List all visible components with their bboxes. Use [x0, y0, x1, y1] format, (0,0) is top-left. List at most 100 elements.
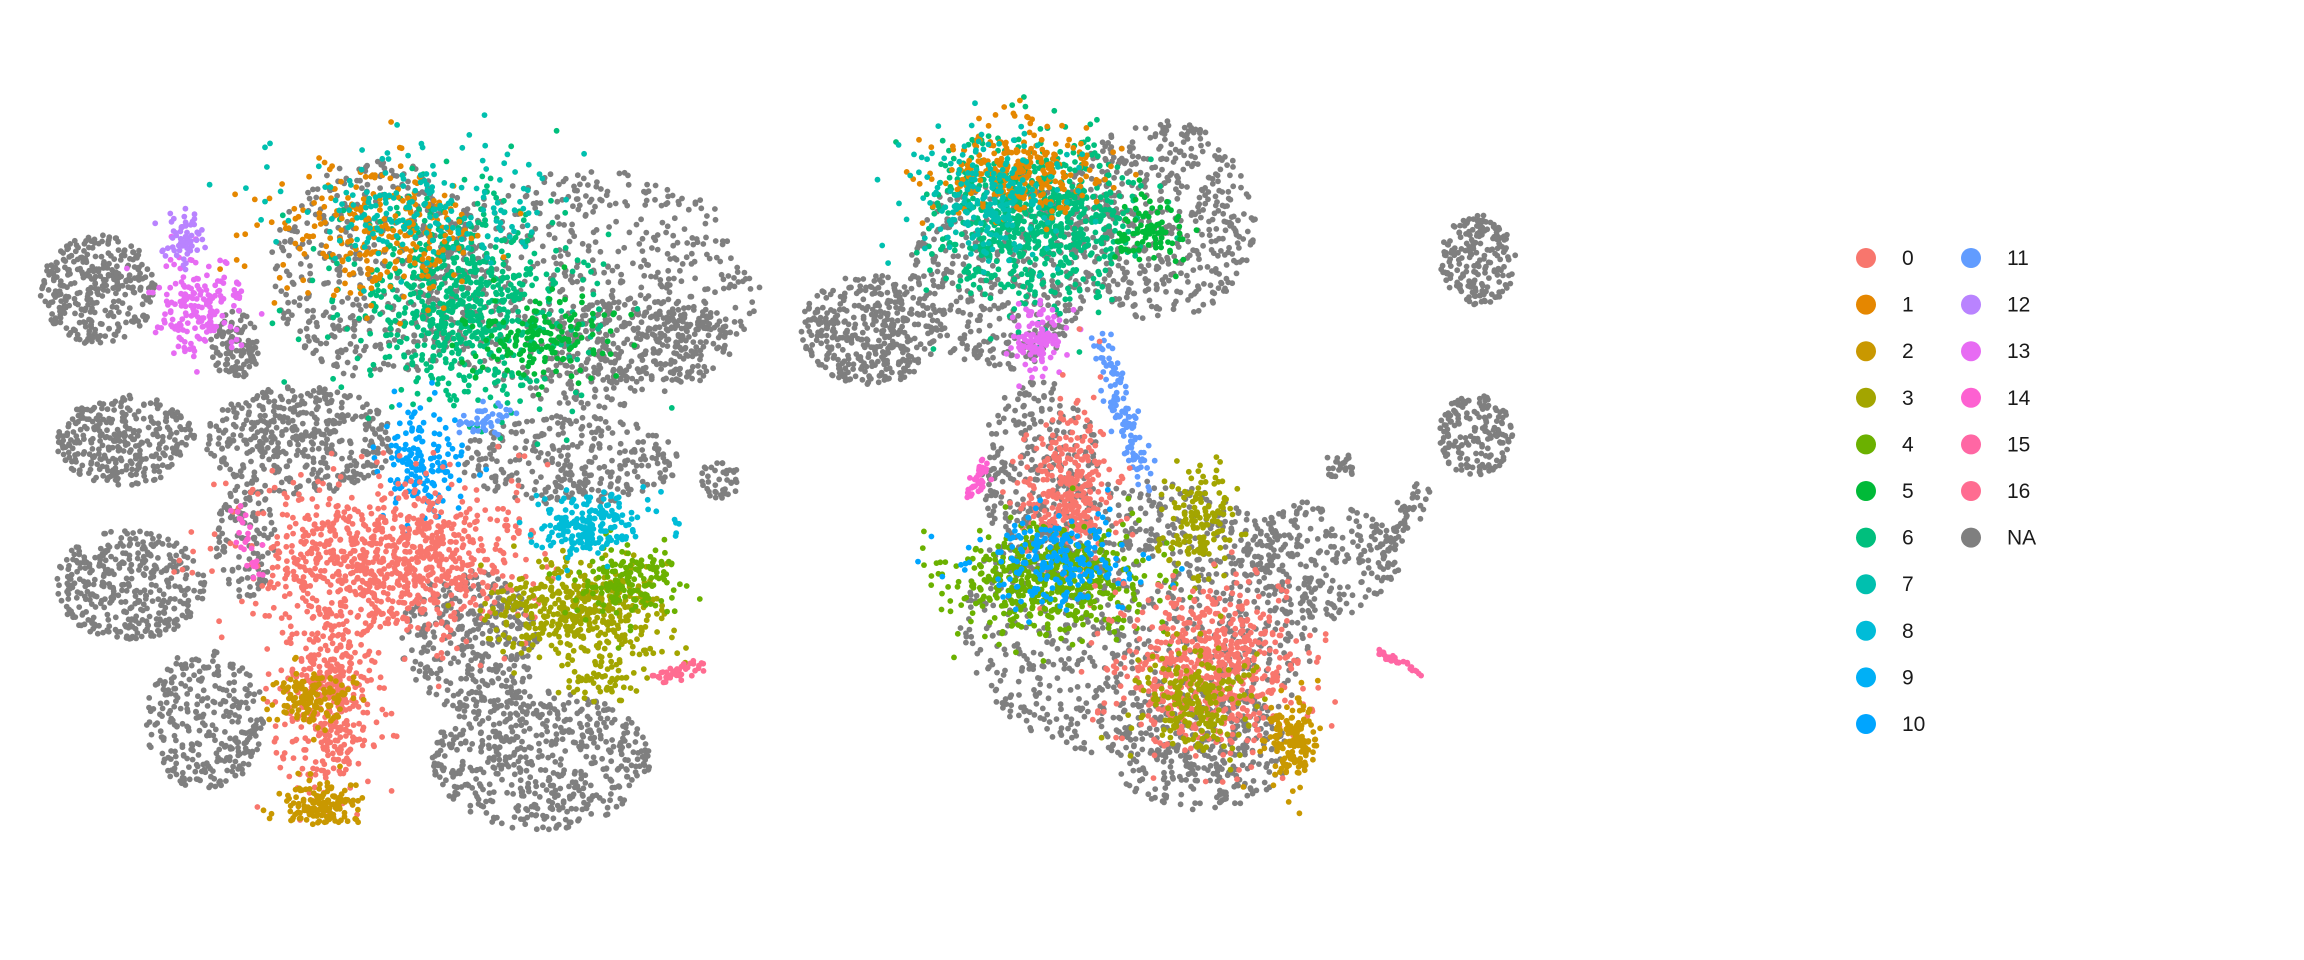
point-cluster-NA [675, 198, 682, 205]
point-cluster-NA [226, 692, 233, 699]
point-cluster-NA [112, 614, 119, 621]
point-cluster-6 [531, 250, 538, 257]
point-cluster-NA [463, 695, 469, 702]
point-cluster-NA [589, 429, 595, 436]
point-cluster-NA [473, 449, 480, 456]
point-cluster-NA [511, 771, 518, 778]
point-cluster-NA [490, 789, 497, 795]
point-cluster-NA [712, 238, 719, 244]
point-cluster-NA [80, 274, 87, 281]
point-cluster-NA [571, 770, 578, 777]
point-cluster-NA [41, 277, 47, 284]
point-cluster-NA [369, 426, 376, 432]
point-cluster-NA [622, 458, 628, 465]
point-cluster-NA [308, 410, 315, 417]
point-cluster-NA [135, 318, 142, 325]
point-cluster-NA [111, 407, 117, 413]
point-cluster-NA [549, 738, 555, 745]
point-cluster-NA [219, 407, 226, 413]
point-cluster-NA [663, 229, 669, 236]
point-cluster-NA [642, 351, 649, 357]
point-cluster-NA [517, 704, 524, 711]
point-cluster-NA [522, 445, 528, 452]
point-cluster-NA [89, 567, 95, 574]
point-cluster-NA [122, 622, 128, 628]
point-cluster-NA [465, 782, 472, 789]
point-cluster-NA [592, 203, 598, 210]
point-cluster-NA [533, 385, 539, 391]
point-cluster-NA [220, 429, 227, 436]
point-cluster-NA [86, 451, 93, 458]
point-cluster-NA [641, 257, 647, 264]
point-cluster-NA [732, 488, 739, 495]
point-cluster-NA [195, 714, 202, 721]
point-cluster-NA [703, 234, 709, 241]
point-cluster-NA [141, 473, 148, 479]
point-cluster-NA [174, 655, 181, 661]
point-cluster-NA [243, 313, 250, 320]
point-cluster-NA [347, 440, 354, 447]
point-cluster-NA [318, 356, 325, 362]
point-cluster-NA [119, 414, 126, 421]
point-cluster-6 [409, 274, 416, 281]
point-cluster-NA [136, 428, 143, 434]
point-cluster-NA [195, 657, 202, 664]
point-cluster-6 [425, 292, 431, 299]
point-cluster-NA [664, 200, 671, 206]
point-cluster-NA [551, 272, 557, 279]
point-cluster-NA [165, 583, 172, 590]
point-cluster-NA [625, 716, 632, 722]
point-cluster-NA [722, 490, 729, 497]
point-cluster-NA [184, 691, 191, 697]
point-cluster-NA [487, 628, 493, 635]
point-cluster-NA [230, 432, 237, 438]
point-cluster-NA [244, 358, 251, 364]
point-cluster-NA [451, 783, 458, 790]
point-cluster-NA [498, 820, 505, 827]
point-cluster-NA [285, 308, 292, 315]
point-cluster-NA [134, 432, 141, 439]
point-cluster-NA [172, 583, 179, 589]
point-cluster-NA [566, 238, 573, 245]
point-cluster-NA [172, 685, 179, 692]
point-cluster-NA [127, 541, 134, 547]
point-cluster-NA [156, 587, 163, 594]
point-cluster-NA [660, 478, 667, 485]
point-cluster-NA [94, 289, 101, 296]
point-cluster-NA [603, 724, 609, 730]
point-cluster-NA [251, 357, 257, 364]
point-cluster-NA [241, 323, 248, 330]
point-cluster-NA [66, 254, 73, 260]
point-cluster-NA [602, 419, 609, 425]
point-cluster-NA [517, 754, 524, 761]
point-cluster-NA [106, 415, 112, 422]
point-cluster-NA [92, 554, 98, 561]
point-cluster-NA [155, 420, 162, 427]
point-cluster-6 [453, 239, 460, 246]
point-cluster-6 [494, 378, 501, 384]
point-cluster-NA [55, 590, 62, 597]
point-cluster-NA [300, 409, 307, 416]
point-cluster-NA [271, 398, 278, 405]
point-cluster-NA [651, 332, 658, 339]
point-cluster-NA [485, 742, 492, 749]
point-cluster-NA [293, 433, 300, 440]
point-cluster-NA [119, 409, 126, 416]
point-cluster-NA [304, 308, 311, 314]
point-cluster-NA [149, 598, 156, 604]
point-cluster-NA [164, 666, 171, 673]
point-cluster-NA [576, 202, 583, 209]
point-cluster-6 [445, 380, 452, 387]
point-cluster-NA [308, 439, 315, 445]
point-cluster-NA [658, 202, 665, 209]
point-cluster-NA [626, 782, 633, 789]
point-cluster-NA [63, 325, 70, 331]
point-cluster-NA [108, 252, 114, 259]
point-cluster-NA [638, 216, 644, 223]
point-cluster-NA [606, 202, 613, 209]
point-cluster-NA [444, 698, 450, 705]
point-cluster-NA [450, 773, 456, 780]
point-cluster-NA [125, 310, 131, 317]
point-cluster-6 [487, 175, 494, 182]
point-cluster-NA [589, 257, 596, 264]
